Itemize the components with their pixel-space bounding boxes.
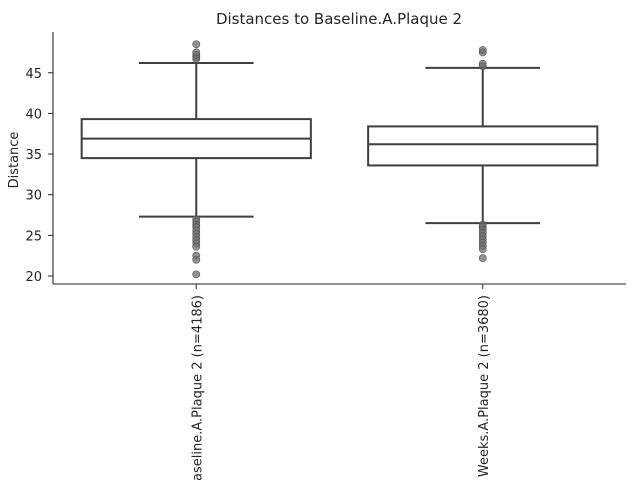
y-tick-label: 35 bbox=[25, 148, 42, 163]
box-group bbox=[80, 40, 599, 279]
y-tick-label: 20 bbox=[25, 270, 42, 285]
box-1 bbox=[80, 40, 312, 279]
x-tick-group: Baseline.A.Plaque 2 (n=4186) Weeks.A.Plaq… bbox=[190, 284, 492, 480]
y-tick-label: 45 bbox=[25, 67, 42, 82]
y-axis-label: Distance bbox=[7, 132, 22, 189]
y-tick-label: 30 bbox=[25, 189, 42, 204]
y-tick-label: 40 bbox=[25, 107, 42, 122]
x-tick-label: Weeks.A.Plaque 2 (n=3680) bbox=[477, 295, 492, 477]
iqr-box bbox=[367, 125, 599, 167]
outlier-point bbox=[478, 254, 487, 263]
outlier-point bbox=[478, 46, 487, 54]
outlier-point bbox=[478, 245, 487, 254]
outlier-point bbox=[192, 40, 201, 49]
outlier-point bbox=[192, 48, 201, 57]
y-tick-group: 20 25 30 35 40 45 bbox=[25, 67, 53, 285]
outlier-point bbox=[478, 59, 487, 68]
outlier-point bbox=[192, 255, 201, 264]
outlier-point bbox=[192, 242, 201, 251]
outlier-point bbox=[192, 270, 201, 279]
box-2 bbox=[367, 46, 599, 263]
chart-title: Distances to Baseline.A.Plaque 2 bbox=[216, 10, 462, 28]
y-tick-label: 25 bbox=[25, 229, 42, 244]
x-tick-label: Baseline.A.Plaque 2 (n=4186) bbox=[190, 295, 205, 480]
